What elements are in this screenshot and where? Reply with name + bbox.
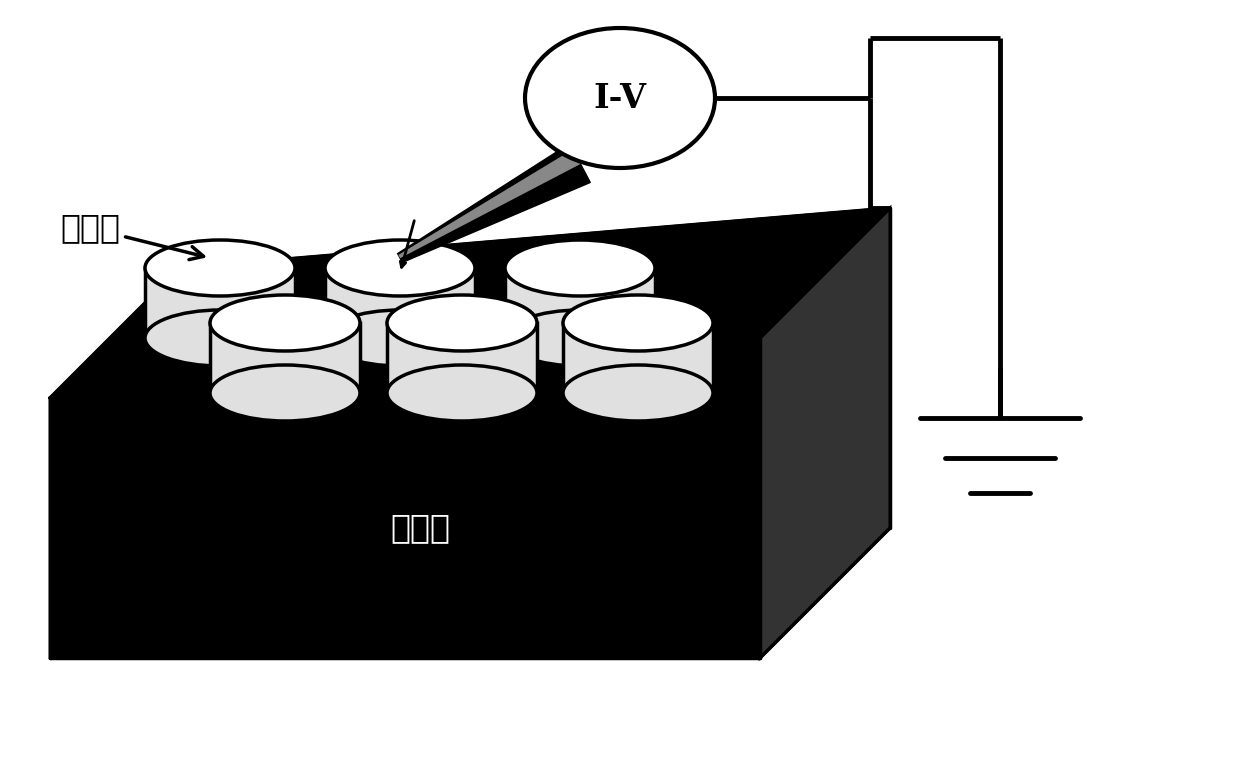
Polygon shape [505, 268, 655, 338]
Polygon shape [145, 268, 295, 338]
Polygon shape [760, 208, 890, 658]
Ellipse shape [563, 365, 713, 421]
Ellipse shape [505, 310, 655, 366]
Ellipse shape [145, 310, 295, 366]
Ellipse shape [325, 310, 475, 366]
Ellipse shape [525, 28, 715, 168]
Ellipse shape [505, 240, 655, 296]
Ellipse shape [387, 295, 537, 351]
Polygon shape [563, 323, 713, 393]
Ellipse shape [210, 365, 360, 421]
Polygon shape [210, 323, 360, 393]
Ellipse shape [325, 240, 475, 296]
Polygon shape [50, 208, 890, 398]
Ellipse shape [387, 365, 537, 421]
Text: I-V: I-V [594, 82, 646, 114]
Polygon shape [325, 268, 475, 338]
Polygon shape [398, 149, 580, 258]
Text: 上电极: 上电极 [60, 211, 203, 260]
Polygon shape [398, 143, 590, 262]
Text: 下电极: 下电极 [391, 512, 450, 544]
Ellipse shape [145, 240, 295, 296]
Polygon shape [50, 338, 760, 658]
Ellipse shape [210, 295, 360, 351]
Polygon shape [387, 323, 537, 393]
Ellipse shape [563, 295, 713, 351]
